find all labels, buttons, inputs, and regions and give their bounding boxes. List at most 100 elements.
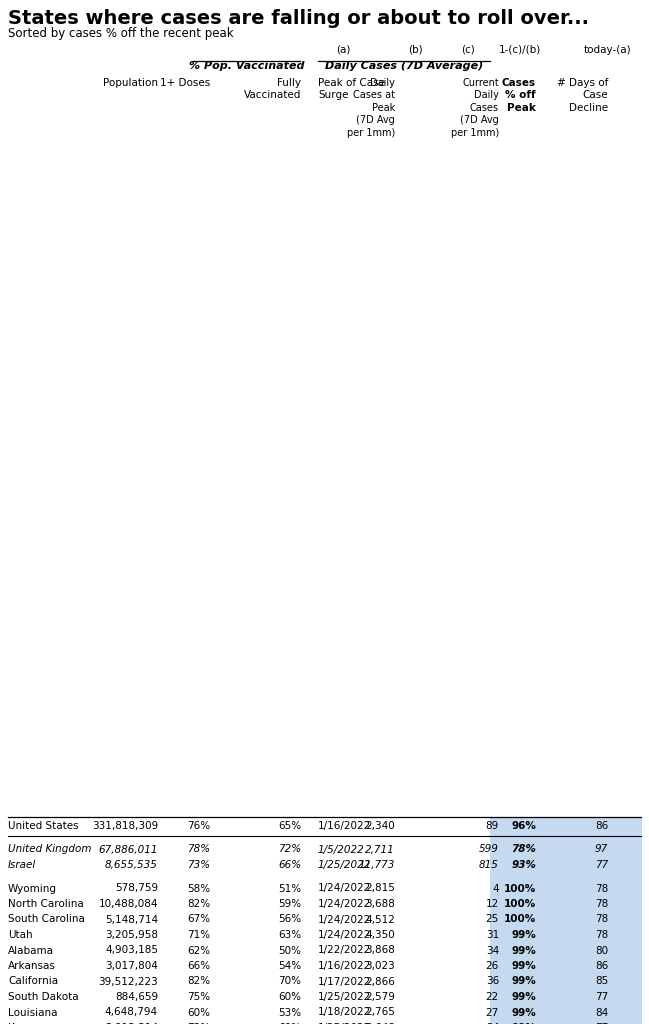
Text: Louisiana: Louisiana (8, 1008, 58, 1018)
Text: 60%: 60% (187, 1008, 210, 1018)
Text: 60%: 60% (278, 992, 301, 1002)
Text: 89: 89 (485, 821, 499, 831)
Text: 4,648,794: 4,648,794 (105, 1008, 158, 1018)
Text: Fully
Vaccinated: Fully Vaccinated (243, 78, 301, 100)
Text: 34: 34 (485, 945, 499, 955)
Text: 59%: 59% (278, 899, 301, 909)
Text: 578,759: 578,759 (115, 884, 158, 894)
Text: 77: 77 (594, 860, 608, 870)
Text: 5,148,714: 5,148,714 (105, 914, 158, 925)
Text: 53%: 53% (278, 1008, 301, 1018)
Text: 26: 26 (485, 961, 499, 971)
Text: Sorted by cases % off the recent peak: Sorted by cases % off the recent peak (8, 27, 234, 40)
Bar (490, 817, 642, 1024)
Text: 50%: 50% (278, 945, 301, 955)
Text: 4,350: 4,350 (365, 930, 395, 940)
Text: 3,023: 3,023 (365, 961, 395, 971)
Text: 11,773: 11,773 (359, 860, 395, 870)
Text: States where cases are falling or about to roll over...: States where cases are falling or about … (8, 9, 589, 28)
Text: 27: 27 (485, 1008, 499, 1018)
Text: 75%: 75% (187, 992, 210, 1002)
Text: 70%: 70% (278, 977, 301, 986)
Text: 67,886,011: 67,886,011 (99, 845, 158, 854)
Text: 39,512,223: 39,512,223 (98, 977, 158, 986)
Text: 78: 78 (594, 914, 608, 925)
Text: 93%: 93% (511, 860, 536, 870)
Text: 73%: 73% (187, 860, 210, 870)
Text: 1/16/2022: 1/16/2022 (318, 961, 371, 971)
Text: Alabama: Alabama (8, 945, 54, 955)
Text: 1/24/2022: 1/24/2022 (318, 899, 371, 909)
Text: 86: 86 (594, 961, 608, 971)
Text: 599: 599 (479, 845, 499, 854)
Text: 1/17/2022: 1/17/2022 (318, 977, 371, 986)
Text: 66%: 66% (278, 860, 301, 870)
Text: 2,340: 2,340 (365, 821, 395, 831)
Text: Utah: Utah (8, 930, 32, 940)
Text: 56%: 56% (278, 914, 301, 925)
Text: 2,579: 2,579 (365, 992, 395, 1002)
Text: 1/5/2022: 1/5/2022 (318, 845, 365, 854)
Text: Population: Population (103, 78, 158, 88)
Text: 2,765: 2,765 (365, 1008, 395, 1018)
Text: 1/16/2022: 1/16/2022 (318, 821, 371, 831)
Text: 51%: 51% (278, 884, 301, 894)
Text: 3,868: 3,868 (365, 945, 395, 955)
Text: Arkansas: Arkansas (8, 961, 56, 971)
Text: 10,488,084: 10,488,084 (99, 899, 158, 909)
Text: 36: 36 (485, 977, 499, 986)
Text: Peak of Case
Surge: Peak of Case Surge (318, 78, 385, 100)
Text: % Pop. Vaccinated: % Pop. Vaccinated (189, 61, 304, 71)
Text: (c): (c) (461, 45, 475, 55)
Text: South Dakota: South Dakota (8, 992, 79, 1002)
Text: 99%: 99% (511, 930, 536, 940)
Text: 85: 85 (594, 977, 608, 986)
Text: 4,903,185: 4,903,185 (105, 945, 158, 955)
Text: 22: 22 (485, 992, 499, 1002)
Text: 1+ Doses: 1+ Doses (160, 78, 210, 88)
Text: Israel: Israel (8, 860, 36, 870)
Text: (b): (b) (408, 45, 422, 55)
Text: United Kingdom: United Kingdom (8, 845, 92, 854)
Text: 1/25/2022: 1/25/2022 (318, 860, 371, 870)
Text: 1-(c)/(b): 1-(c)/(b) (499, 45, 541, 55)
Text: 65%: 65% (278, 821, 301, 831)
Text: Current
Daily
Cases
(7D Avg
per 1mm): Current Daily Cases (7D Avg per 1mm) (451, 78, 499, 137)
Text: 82%: 82% (187, 899, 210, 909)
Text: 12: 12 (485, 899, 499, 909)
Text: 66%: 66% (187, 961, 210, 971)
Text: 100%: 100% (504, 899, 536, 909)
Text: 80: 80 (595, 945, 608, 955)
Text: 99%: 99% (511, 961, 536, 971)
Text: North Carolina: North Carolina (8, 899, 84, 909)
Text: 1/24/2022: 1/24/2022 (318, 914, 371, 925)
Text: 97: 97 (594, 845, 608, 854)
Text: 31: 31 (485, 930, 499, 940)
Text: United States: United States (8, 821, 79, 831)
Text: 3,205,958: 3,205,958 (105, 930, 158, 940)
Text: 78%: 78% (511, 845, 536, 854)
Text: 99%: 99% (511, 977, 536, 986)
Text: 8,655,535: 8,655,535 (105, 860, 158, 870)
Text: (a): (a) (336, 45, 350, 55)
Text: 77: 77 (594, 992, 608, 1002)
Text: 1/24/2022: 1/24/2022 (318, 884, 371, 894)
Text: 67%: 67% (187, 914, 210, 925)
Text: 3,688: 3,688 (365, 899, 395, 909)
Text: 331,818,309: 331,818,309 (92, 821, 158, 831)
Text: 99%: 99% (511, 992, 536, 1002)
Text: 4: 4 (493, 884, 499, 894)
Text: 86: 86 (594, 821, 608, 831)
Text: 99%: 99% (511, 945, 536, 955)
Text: 1/18/2022: 1/18/2022 (318, 1008, 371, 1018)
Text: # Days of
Case
Decline: # Days of Case Decline (557, 78, 608, 113)
Text: 78: 78 (594, 930, 608, 940)
Text: Cases
% off
Peak: Cases % off Peak (502, 78, 536, 113)
Text: 1/24/2022: 1/24/2022 (318, 930, 371, 940)
Text: Daily Cases (7D Average): Daily Cases (7D Average) (325, 61, 483, 71)
Text: 54%: 54% (278, 961, 301, 971)
Text: 100%: 100% (504, 914, 536, 925)
Text: 815: 815 (479, 860, 499, 870)
Text: 96%: 96% (511, 821, 536, 831)
Text: 2,711: 2,711 (365, 845, 395, 854)
